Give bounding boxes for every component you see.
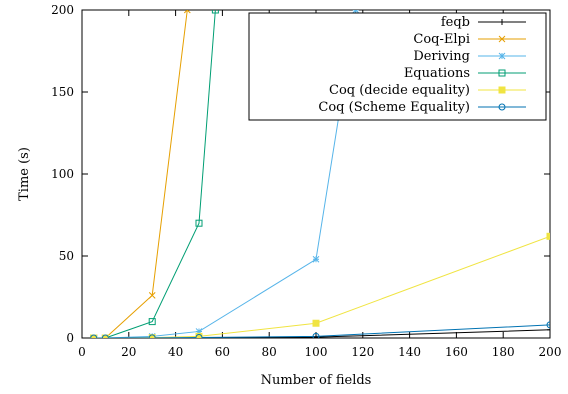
legend-label: Coq-Elpi (413, 32, 470, 47)
y-axis-title: Time (s) (17, 147, 32, 201)
legend-item: Deriving (413, 49, 526, 64)
series-line-2 (93, 10, 357, 338)
series-line-1 (93, 10, 188, 338)
data-point (546, 232, 550, 240)
x-tick-label: 80 (262, 345, 277, 359)
y-tick-label: 0 (66, 331, 74, 345)
y-tick-label: 100 (51, 167, 74, 181)
data-point (101, 334, 109, 338)
data-point (148, 292, 156, 299)
data-point (498, 69, 506, 77)
legend-item: Coq (decide equality) (329, 83, 526, 98)
y-tick-label: 150 (51, 85, 74, 99)
x-tick-label: 120 (351, 345, 374, 359)
legend-label: Coq (Scheme Equality) (318, 100, 470, 115)
y-tick-labels: 0 50 100 150 200 (51, 3, 74, 345)
legend-box (248, 12, 547, 121)
legend-item: Coq-Elpi (413, 32, 526, 47)
data-point (498, 103, 506, 111)
x-tick-label: 60 (215, 345, 230, 359)
x-tick-label: 40 (168, 345, 183, 359)
x-tick-label: 0 (78, 345, 86, 359)
data-point (211, 10, 219, 14)
data-point (546, 321, 550, 329)
data-point (148, 318, 156, 326)
y-tick-label: 200 (51, 3, 74, 17)
legend-label: Deriving (413, 49, 470, 64)
x-tick-label: 140 (398, 345, 421, 359)
data-point (313, 334, 319, 338)
legend-item: Equations (404, 66, 526, 81)
data-point (352, 10, 360, 14)
series-line-3 (93, 10, 216, 338)
y-tick-label: 50 (59, 249, 74, 263)
series-line-5 (93, 324, 550, 338)
x-tick-labels: 0 20 40 60 80 100 120 140 160 180 200 (78, 345, 561, 359)
series-markers (90, 10, 550, 338)
legend: feqb Coq-Elpi Deriving Equations Coq (decide… (318, 15, 526, 115)
data-point (312, 319, 320, 327)
data-point (195, 219, 203, 227)
data-point (90, 334, 98, 338)
x-axis-title: Number of fields (261, 373, 372, 388)
x-tick-label: 100 (305, 345, 328, 359)
data-point (312, 332, 320, 338)
data-point (498, 35, 506, 43)
x-tick-label: 200 (539, 345, 562, 359)
legend-item: Coq (Scheme Equality) (318, 100, 526, 115)
legend-label: feqb (441, 15, 470, 30)
legend-label: Equations (404, 66, 470, 81)
data-point (547, 326, 550, 333)
series-line-4 (93, 235, 550, 338)
x-tick-label: 20 (121, 345, 136, 359)
x-tick-label: 160 (445, 345, 468, 359)
series-lines (93, 10, 550, 338)
data-point (195, 334, 203, 338)
data-point (498, 86, 506, 94)
x-tick-label: 180 (492, 345, 515, 359)
data-point (499, 19, 505, 25)
legend-label: Coq (decide equality) (329, 83, 470, 98)
series-line-0 (93, 329, 550, 338)
data-point (183, 10, 191, 14)
data-point (312, 255, 320, 263)
data-point (498, 52, 506, 60)
legend-item: feqb (441, 15, 526, 30)
data-point (148, 334, 156, 338)
